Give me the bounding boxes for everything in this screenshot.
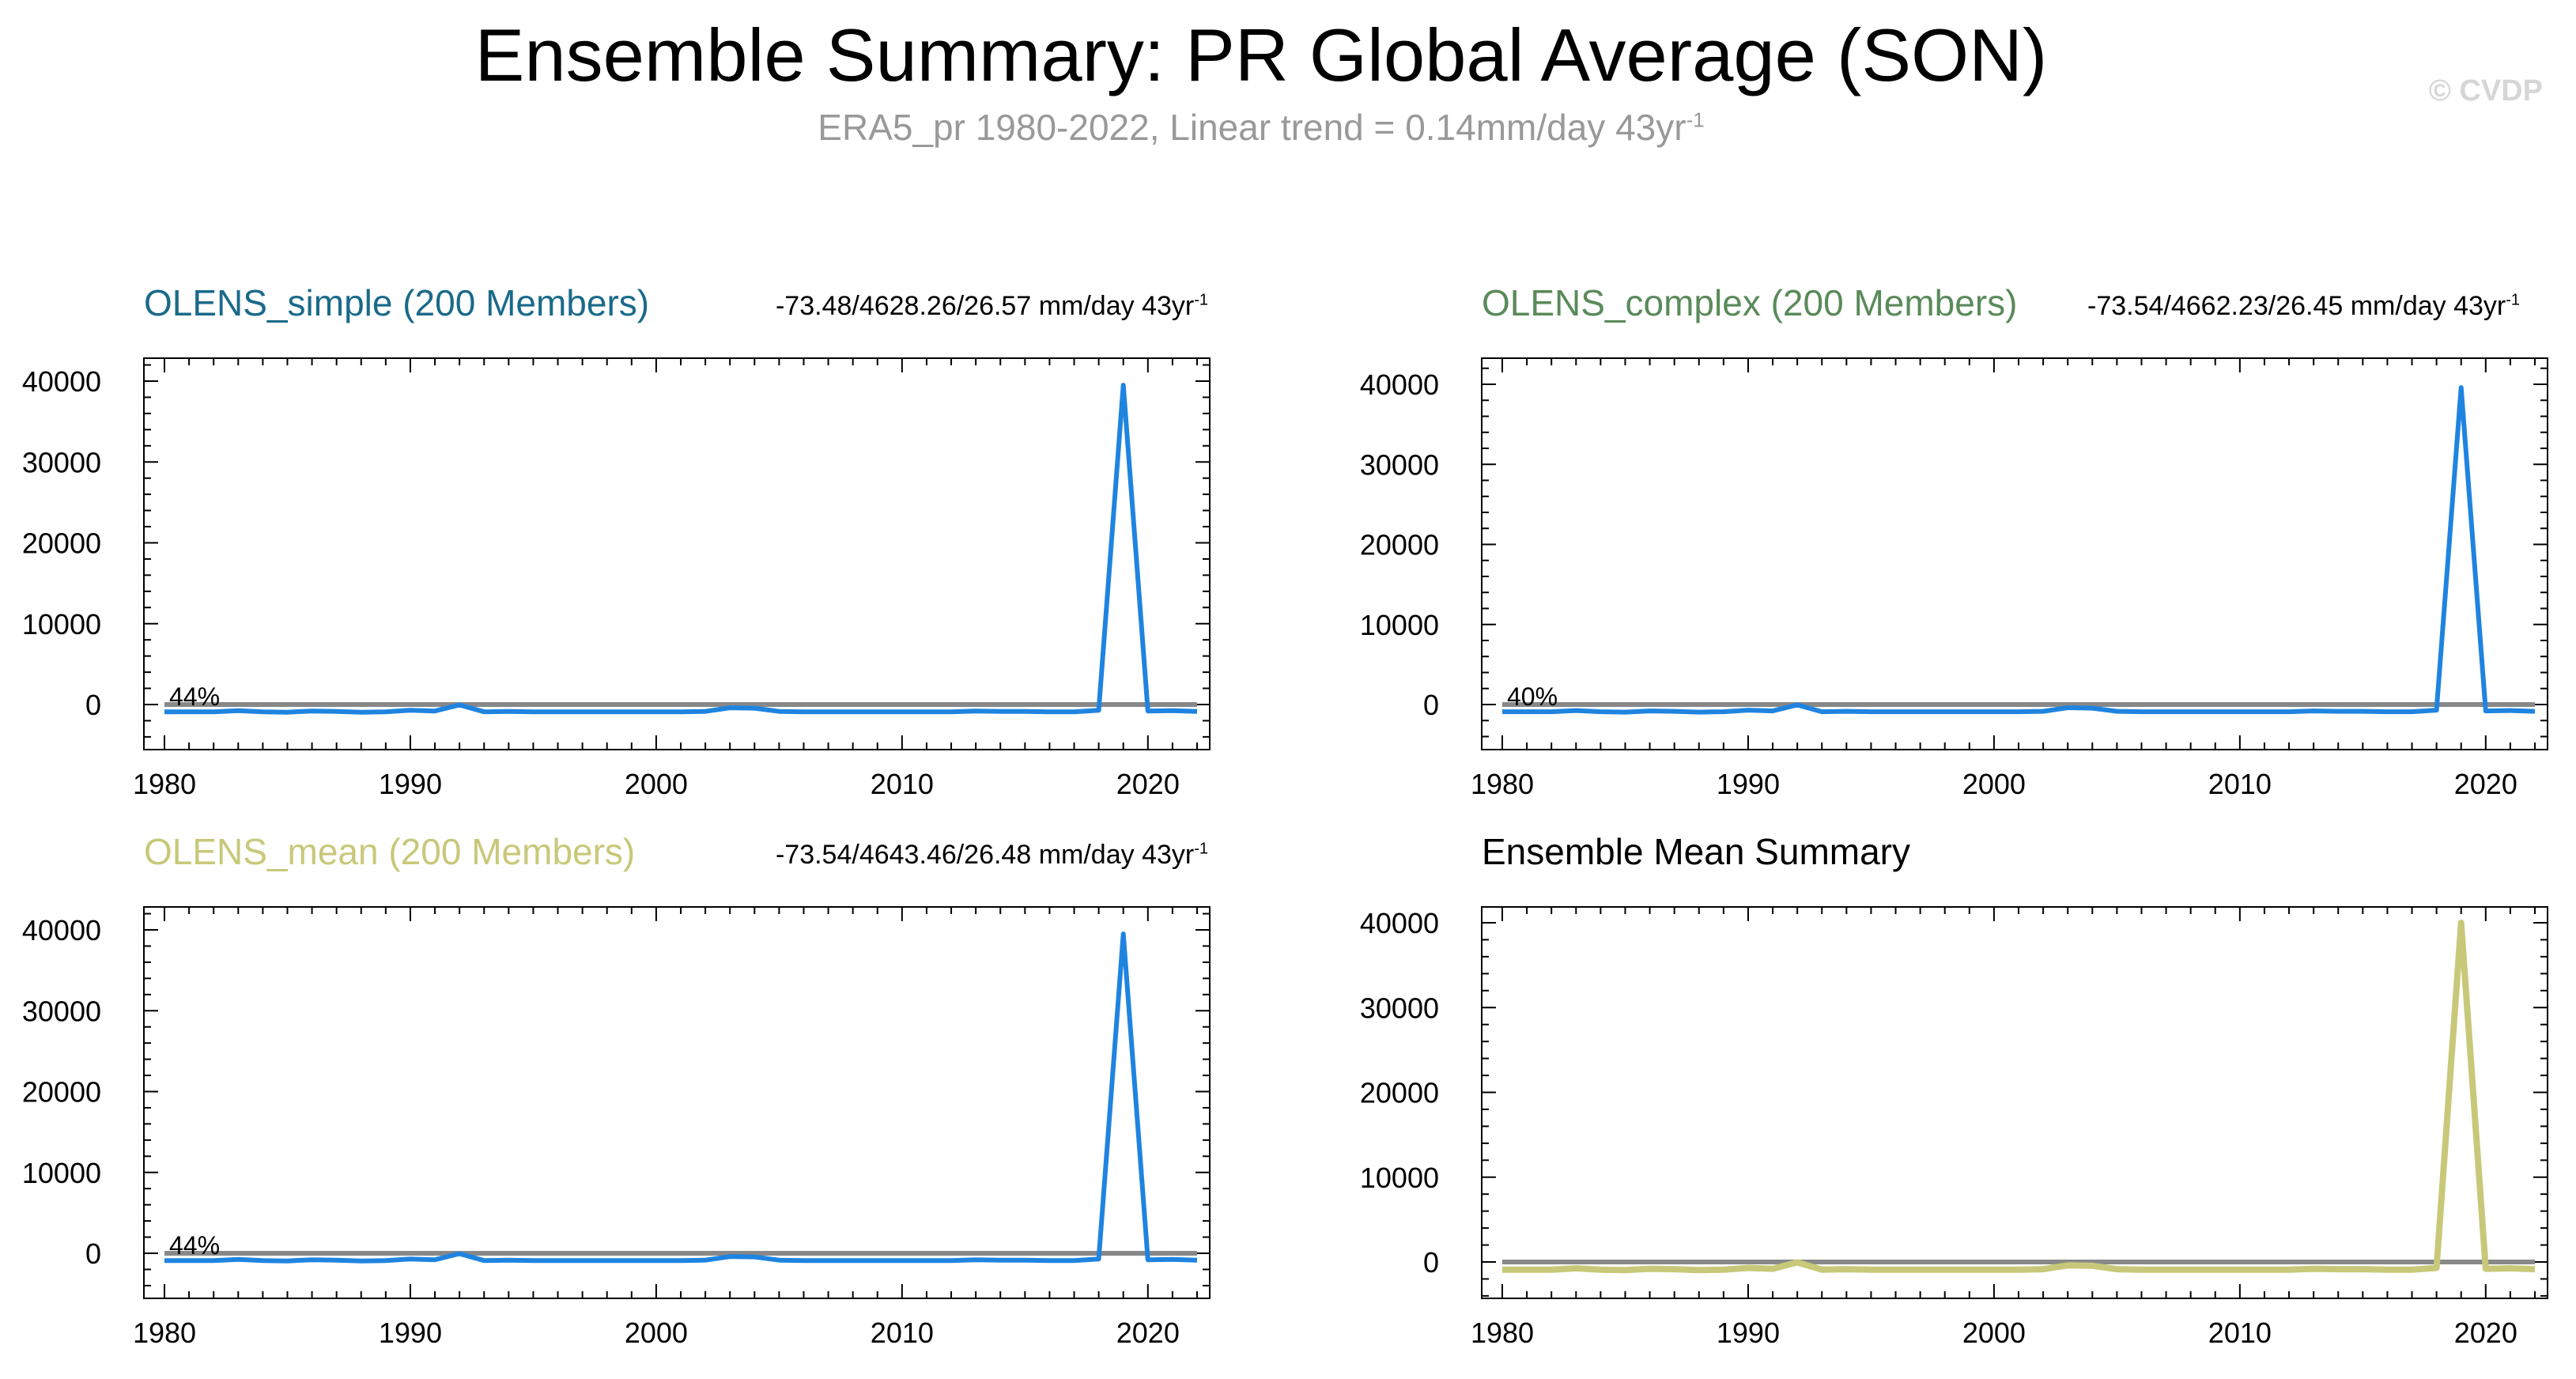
x-tick-label: 2010 [871,768,934,800]
y-tick-label: 10000 [22,608,101,640]
x-tick-label: 2000 [1962,1317,2026,1349]
y-tick-label: 10000 [22,1157,101,1189]
x-tick-label: 2020 [1116,768,1180,800]
x-tick-label: 1990 [1717,768,1780,800]
panel-olens-simple: OLENS_simple (200 Members) -73.48/4628.2… [22,282,1211,800]
x-tick-label: 1980 [1471,1317,1534,1349]
x-tick-label: 2010 [2208,1317,2272,1349]
y-tick-label: 40000 [22,914,101,946]
x-tick-label: 2000 [625,768,688,800]
percent-label: 44% [169,682,220,711]
y-tick-label: 0 [85,689,101,721]
y-tick-label: 40000 [1360,368,1439,401]
x-tick-label: 2010 [2208,768,2272,800]
x-tick-label: 1980 [1471,768,1534,800]
x-tick-label: 2020 [1116,1317,1180,1349]
plot-frame [143,906,1211,1299]
x-tick-label: 1980 [133,1317,196,1349]
stats-text: -73.48/4628.26/26.57 mm/day 43yr [775,291,1195,321]
x-tick-label: 2010 [871,1317,934,1349]
x-tick-label: 2020 [2454,768,2517,800]
y-tick-label: 40000 [1360,907,1439,939]
y-tick-label: 10000 [1360,609,1439,641]
panel-olens-mean: OLENS_mean (200 Members) -73.54/4643.46/… [22,831,1211,1349]
y-tick-label: 0 [1423,689,1439,721]
stats-text: -73.54/4643.46/26.48 mm/day 43yr [775,840,1195,870]
series-line [1502,920,2536,1274]
x-tick-label: 2020 [2454,1317,2517,1349]
stats-superscript: -1 [1194,840,1208,858]
stats-text: -73.54/4662.23/26.45 mm/day 43yr [2087,291,2506,321]
y-tick-label: 20000 [1360,529,1439,561]
y-tick-label: 30000 [1360,992,1439,1024]
plot-stats: -73.48/4628.26/26.57 mm/day 43yr-1 [776,291,1208,322]
y-tick-label: 0 [85,1237,101,1270]
page-subtitle: ERA5_pr 1980-2022, Linear trend = 0.14mm… [0,106,2522,149]
x-tick-label: 2000 [625,1317,688,1349]
percent-label: 40% [1507,682,1558,711]
plot-title: OLENS_simple (200 Members) [144,282,650,323]
plot-stats: -73.54/4662.23/26.45 mm/day 43yr-1 [2087,291,2520,322]
page-title: Ensemble Summary: PR Global Average (SON… [474,13,2048,96]
plot-title: OLENS_mean (200 Members) [144,831,636,872]
y-tick-label: 20000 [22,1076,101,1109]
y-tick-label: 30000 [22,446,101,478]
series-line [1502,385,2536,715]
plot-title: Ensemble Mean Summary [1482,831,1910,872]
series-line [164,931,1198,1264]
subtitle-text: ERA5_pr 1980-2022, Linear trend = 0.14mm… [818,107,1686,148]
plot-frame [1481,357,2548,750]
y-tick-label: 0 [1423,1246,1439,1279]
series-line [164,383,1198,715]
x-tick-label: 2000 [1962,768,2026,800]
plot-area-olens-mean: 1980 1990 2000 2010 2020 0 10000 20000 30000 4000… [22,906,1211,1349]
plot-title: OLENS_complex (200 Members) [1482,282,2018,323]
y-tick-label: 20000 [1360,1077,1439,1109]
subtitle-superscript: -1 [1686,108,1705,132]
plot-stats: -73.54/4643.46/26.48 mm/day 43yr-1 [776,840,1208,871]
x-tick-label: 1990 [379,1317,442,1349]
plot-frame [143,357,1211,750]
plot-area-olens-simple: 1980 1990 2000 2010 2020 0 10000 20000 30000 4000… [22,357,1211,800]
x-tick-label: 1990 [379,768,442,800]
y-tick-label: 30000 [1360,448,1439,481]
plot-frame [1481,906,2548,1299]
y-tick-label: 30000 [22,995,101,1027]
stats-superscript: -1 [1194,291,1208,309]
y-tick-label: 20000 [22,527,101,560]
stats-superscript: -1 [2506,291,2521,309]
y-tick-label: 10000 [1360,1162,1439,1194]
watermark: © CVDP [2428,74,2543,108]
x-tick-label: 1990 [1717,1317,1780,1349]
y-tick-label: 40000 [22,365,101,398]
percent-label: 44% [169,1231,220,1260]
x-tick-label: 1980 [133,768,196,800]
